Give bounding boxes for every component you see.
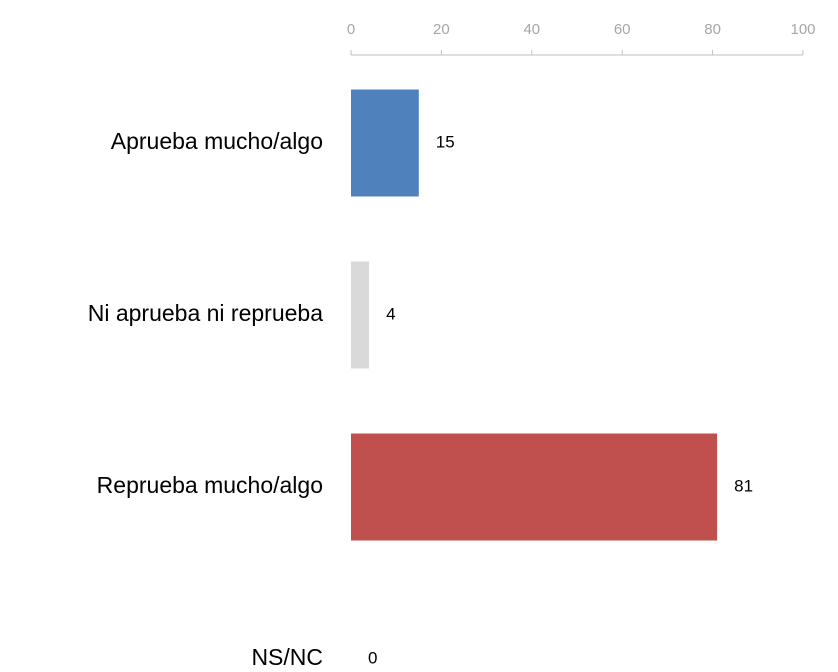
data-label: 4 xyxy=(386,304,395,323)
x-tick-label: 80 xyxy=(704,21,721,38)
data-label: 0 xyxy=(368,648,377,667)
category-label: Reprueba mucho/algo xyxy=(97,472,323,498)
bar xyxy=(351,261,370,369)
x-tick-label: 0 xyxy=(347,21,355,38)
x-tick-label: 40 xyxy=(523,21,540,38)
bar xyxy=(351,433,718,541)
bar xyxy=(351,89,419,197)
x-tick-label: 20 xyxy=(433,21,450,38)
data-label: 81 xyxy=(734,476,753,495)
data-label: 15 xyxy=(436,132,455,151)
x-tick-label: 100 xyxy=(790,21,815,38)
x-tick-label: 60 xyxy=(614,21,631,38)
category-label: Aprueba mucho/algo xyxy=(111,128,323,154)
category-label: Ni aprueba ni reprueba xyxy=(88,300,323,326)
category-label: NS/NC xyxy=(251,644,323,670)
